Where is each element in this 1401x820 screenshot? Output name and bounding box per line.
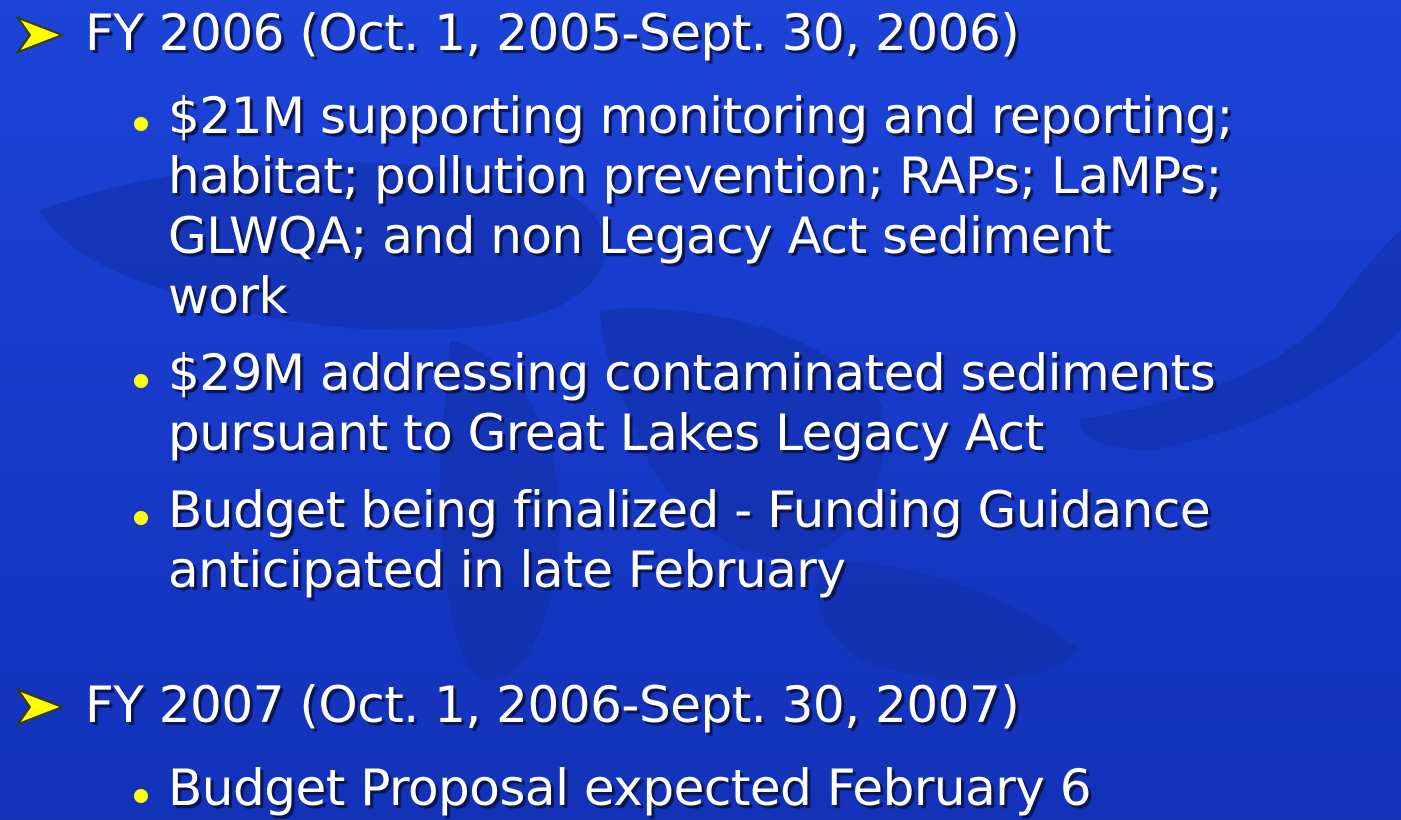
bullet-text: Budget being finalized - Funding Guidanc… xyxy=(168,481,1211,539)
dot-shape xyxy=(134,789,148,803)
bullet-text: work xyxy=(168,267,288,325)
dot-shape xyxy=(134,511,148,525)
bullet-text: $29M addressing contaminated sediments xyxy=(168,344,1216,402)
section-heading: FY 2007 (Oct. 1, 2006-Sept. 30, 2007) xyxy=(85,676,1020,734)
arrow-bullet xyxy=(15,15,65,55)
bullet-text: pursuant to Great Lakes Legacy Act xyxy=(168,404,1044,462)
section-heading: FY 2006 (Oct. 1, 2005-Sept. 30, 2006) xyxy=(85,4,1020,62)
arrow-shape xyxy=(15,687,65,727)
bullet-text: habitat; pollution prevention; RAPs; LaM… xyxy=(168,147,1222,205)
dot-shape xyxy=(134,117,148,131)
bullet-text: Budget Proposal expected February 6 xyxy=(168,759,1092,817)
dot-bullet xyxy=(134,511,148,525)
arrow-shape xyxy=(15,15,65,55)
arrow-bullet xyxy=(15,687,65,727)
bullet-text: GLWQA; and non Legacy Act sediment xyxy=(168,207,1112,265)
dot-bullet xyxy=(134,117,148,131)
bullet-text: $21M supporting monitoring and reporting… xyxy=(168,87,1233,145)
dot-shape xyxy=(134,374,148,388)
bullet-text: anticipated in late February xyxy=(168,541,846,599)
dot-bullet xyxy=(134,789,148,803)
dot-bullet xyxy=(134,374,148,388)
